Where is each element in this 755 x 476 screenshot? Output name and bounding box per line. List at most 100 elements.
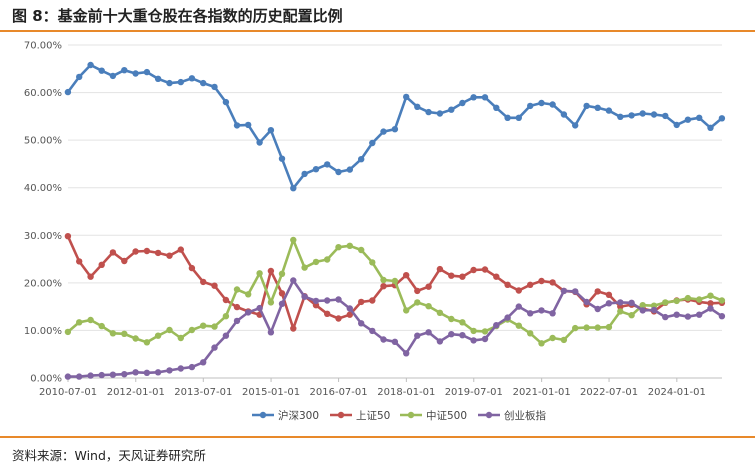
data-point: [459, 332, 466, 339]
data-point: [121, 67, 128, 74]
data-point: [572, 288, 579, 295]
data-point: [662, 299, 669, 306]
data-point: [154, 369, 162, 376]
data-point: [177, 246, 184, 253]
series-1: [64, 61, 726, 192]
data-point: [515, 287, 522, 294]
data-point: [109, 72, 117, 80]
data-point: [504, 314, 511, 321]
data-point: [650, 306, 658, 314]
data-point: [605, 323, 613, 331]
x-axis-ticks: 2010-07-01 2012-01-01 2013-07-01 2015-01-01…: [39, 378, 706, 398]
data-point: [459, 99, 466, 107]
data-point: [64, 373, 72, 380]
data-point: [290, 185, 297, 192]
data-point: [188, 326, 196, 334]
x-tick-label: 2019-07-01: [445, 387, 503, 398]
data-point: [583, 298, 590, 306]
data-point: [459, 273, 466, 280]
data-point: [662, 112, 669, 120]
title-bar: 图 8：基金前十大重仓股在各指数的历史配置比例: [0, 0, 755, 30]
y-axis-ticks: 0.00% 10.00% 20.00% 30.00% 40.00% 50.00% 60.00…: [24, 41, 62, 385]
series-3: [64, 236, 726, 347]
data-point: [448, 272, 455, 279]
data-point: [684, 313, 692, 320]
data-point: [335, 296, 342, 303]
data-point: [256, 139, 263, 146]
data-point: [538, 307, 545, 314]
data-point: [515, 322, 522, 329]
data-point: [414, 299, 421, 306]
data-point: [696, 296, 703, 303]
data-point: [414, 332, 421, 339]
data-point: [211, 344, 218, 351]
data-point: [639, 302, 646, 309]
data-point: [76, 258, 83, 265]
data-point: [98, 371, 105, 379]
data-point: [527, 310, 534, 317]
data-point: [211, 83, 218, 91]
data-point: [493, 104, 500, 112]
data-point: [290, 277, 297, 284]
data-point: [605, 300, 613, 307]
data-point: [436, 338, 444, 345]
legend-label: 上证50: [356, 410, 390, 422]
data-point: [639, 307, 646, 314]
data-point: [594, 288, 601, 295]
data-point: [650, 111, 658, 118]
data-point: [358, 320, 365, 327]
x-tick-label: 2015-01-01: [242, 387, 300, 398]
data-point: [245, 291, 252, 298]
data-point: [121, 330, 128, 337]
data-point: [312, 166, 320, 173]
x-tick-label: 2010-07-01: [39, 387, 97, 398]
data-point: [662, 313, 669, 321]
data-point: [436, 309, 444, 316]
series-line: [67, 279, 723, 378]
data-point: [166, 326, 173, 334]
data-point: [290, 325, 297, 332]
data-point: [346, 242, 353, 249]
data-point: [233, 286, 241, 293]
data-point: [696, 311, 703, 318]
data-point: [233, 122, 241, 129]
legend-item: 沪深300: [252, 409, 319, 422]
data-point: [380, 276, 387, 284]
data-point: [143, 68, 151, 76]
data-point: [515, 303, 522, 310]
data-point: [605, 107, 613, 114]
data-point: [436, 110, 444, 117]
data-point: [560, 336, 568, 344]
legend-swatch-marker: [407, 411, 415, 419]
data-point: [369, 327, 376, 335]
legend-swatch-marker: [337, 411, 345, 419]
data-point: [200, 322, 207, 329]
data-point: [64, 328, 72, 336]
data-point: [583, 102, 590, 110]
data-point: [143, 247, 151, 255]
data-point: [369, 139, 376, 147]
source-note: 资料来源：Wind，天风证券研究所: [12, 448, 206, 463]
data-point: [707, 305, 714, 312]
data-point: [414, 287, 421, 295]
data-point: [87, 273, 94, 280]
data-point: [673, 121, 680, 129]
series-4: [64, 277, 726, 380]
data-point: [64, 233, 72, 240]
line-chart: 0.00% 10.00% 20.00% 30.00% 40.00% 50.00% 60.00…: [24, 41, 726, 422]
data-point: [245, 309, 252, 316]
data-point: [76, 73, 83, 81]
legend-swatch-marker: [259, 411, 267, 419]
data-point: [527, 330, 534, 337]
data-point: [109, 330, 117, 337]
data-point: [177, 365, 184, 372]
series-lines: [64, 61, 726, 380]
data-point: [448, 106, 455, 113]
data-point: [200, 278, 207, 286]
data-point: [346, 311, 353, 318]
data-point: [628, 112, 635, 119]
data-point: [594, 324, 601, 331]
data-point: [639, 110, 646, 117]
data-point: [448, 315, 455, 323]
data-point: [200, 79, 207, 87]
